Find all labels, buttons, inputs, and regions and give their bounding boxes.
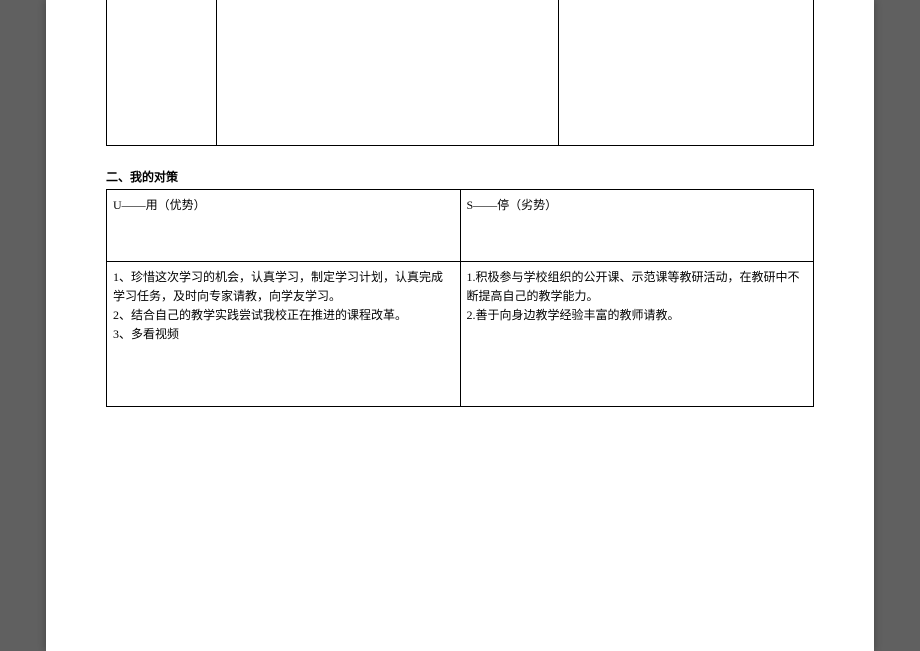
strategy-table: U——用（优势） S——停（劣势） 1、珍惜这次学习的机会，认真学习，制定学习计… [106, 189, 814, 407]
top-table-cell-1 [107, 0, 217, 145]
section-2-title: 二、我的对策 [106, 168, 814, 185]
top-table-cell-3 [559, 0, 814, 145]
header-advantages: U——用（优势） [107, 189, 461, 261]
top-table [106, 0, 814, 146]
content-disadvantages: 1.积极参与学校组织的公开课、示范课等教研活动，在教研中不断提高自己的教学能力。… [460, 261, 814, 406]
table-content-row: 1、珍惜这次学习的机会，认真学习，制定学习计划，认真完成学习任务，及时向专家请教… [107, 261, 814, 406]
table-header-row: U——用（优势） S——停（劣势） [107, 189, 814, 261]
table-row [107, 0, 814, 145]
document-page: 二、我的对策 U——用（优势） S——停（劣势） 1、珍惜这次学习的机会，认真学… [46, 0, 874, 651]
content-advantages: 1、珍惜这次学习的机会，认真学习，制定学习计划，认真完成学习任务，及时向专家请教… [107, 261, 461, 406]
header-disadvantages: S——停（劣势） [460, 189, 814, 261]
top-table-cell-2 [216, 0, 559, 145]
